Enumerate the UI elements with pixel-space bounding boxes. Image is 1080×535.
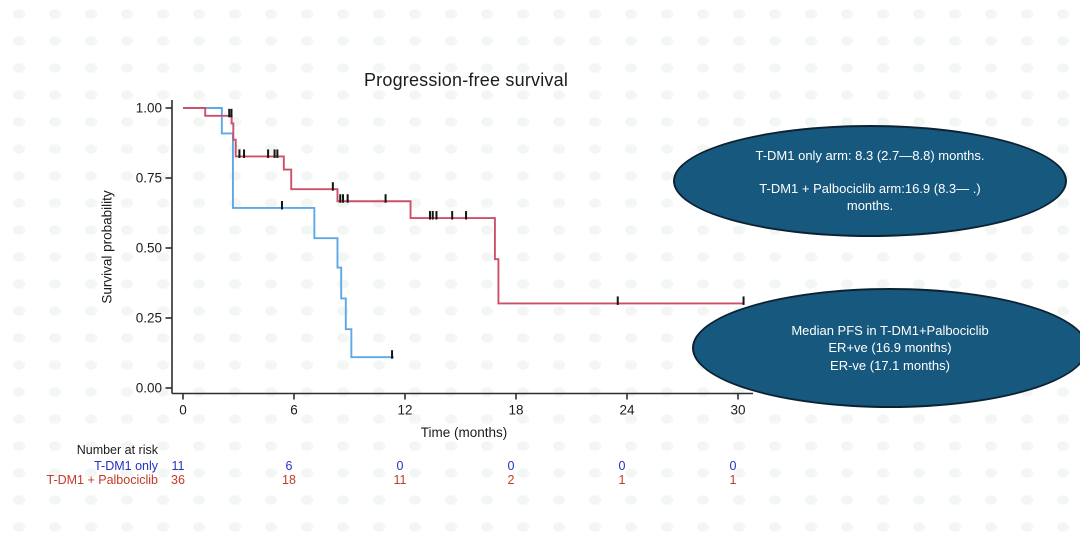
censor-mark bbox=[238, 149, 241, 158]
censor-mark bbox=[331, 182, 334, 191]
y-tick-label: 0.00 bbox=[136, 381, 162, 396]
censor-mark bbox=[391, 350, 394, 359]
annotation-line: ER-ve (17.1 months) bbox=[830, 357, 950, 373]
censor-mark bbox=[742, 296, 745, 305]
x-tick-label: 24 bbox=[619, 403, 635, 418]
annotation-line bbox=[868, 165, 872, 182]
annotation-ellipse-median-by-er: Median PFS in T-DM1+Palbociclib ER+ve (16… bbox=[692, 288, 1080, 408]
censor-mark bbox=[230, 108, 233, 118]
x-tick-label: 18 bbox=[508, 403, 523, 418]
x-tick-label: 30 bbox=[730, 403, 745, 418]
annotation-ellipse-median-by-arm: T-DM1 only arm: 8.3 (2.7—8.8) months. T-… bbox=[673, 125, 1067, 237]
censor-mark bbox=[342, 194, 345, 203]
x-axis-title: Time (months) bbox=[420, 425, 508, 440]
censor-mark bbox=[465, 211, 468, 220]
censor-mark bbox=[384, 194, 387, 203]
censor-mark bbox=[431, 211, 434, 220]
censor-mark bbox=[435, 211, 438, 220]
censor-mark bbox=[228, 108, 231, 118]
x-tick-label: 0 bbox=[179, 403, 187, 418]
km-curve-tdm1-palbociclib bbox=[183, 107, 745, 305]
censor-mark bbox=[267, 149, 270, 158]
x-tick-label: 6 bbox=[290, 403, 298, 418]
censor-mark bbox=[451, 211, 454, 220]
annotation-line: ER+ve (16.9 months) bbox=[828, 340, 952, 356]
y-tick-label: 0.75 bbox=[136, 171, 162, 186]
km-curve-tdm1-only bbox=[183, 107, 394, 359]
y-tick-label: 0.50 bbox=[136, 241, 162, 256]
censor-mark bbox=[428, 211, 431, 220]
y-tick-label: 0.25 bbox=[136, 311, 162, 326]
x-tick-label: 12 bbox=[397, 403, 412, 418]
censor-mark bbox=[276, 149, 279, 158]
censor-mark bbox=[339, 194, 342, 203]
censor-mark bbox=[346, 194, 349, 203]
censor-mark bbox=[280, 200, 283, 210]
censor-mark bbox=[616, 296, 619, 305]
annotation-line: months. bbox=[846, 197, 894, 213]
censor-mark bbox=[273, 149, 276, 158]
y-tick-label: 1.00 bbox=[136, 101, 162, 116]
annotation-line: T-DM1 + Palbociclib arm:16.9 (8.3— .) bbox=[759, 181, 981, 196]
annotation-line: Median PFS in T-DM1+Palbociclib bbox=[791, 322, 989, 338]
chart-title: Progression-free survival bbox=[363, 70, 569, 90]
annotation-line: T-DM1 only arm: 8.3 (2.7—8.8) months. bbox=[755, 148, 985, 163]
censor-mark bbox=[243, 149, 246, 158]
